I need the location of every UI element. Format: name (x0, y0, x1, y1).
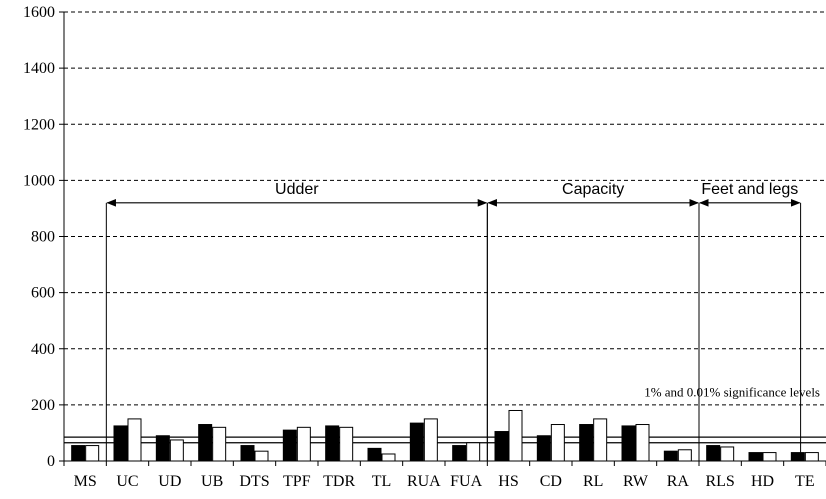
y-tick-label: 600 (31, 285, 55, 302)
x-tick-label: TPF (283, 473, 311, 490)
bar-rls-series-2 (720, 446, 735, 462)
bar-tdr-series-2 (339, 426, 354, 462)
x-tick-label: MS (74, 473, 97, 490)
group-label: Feet and legs (701, 181, 798, 198)
bar-cd-series-2 (550, 424, 565, 462)
bar-rw-series-2 (635, 424, 650, 462)
bar-hd-series-1 (748, 452, 763, 462)
bar-te-series-2 (804, 452, 819, 462)
bar-hd-series-2 (762, 452, 777, 462)
x-tick-label: TL (372, 473, 392, 490)
y-axis: 0 200 400 600 800 1000 1200 1400 1600 (23, 4, 65, 470)
bar-fua-series-1 (452, 445, 467, 462)
bar-uc-series-1 (113, 425, 128, 462)
bar-ud-series-1 (155, 435, 170, 462)
x-tick-label: HD (751, 473, 774, 490)
y-tick-label: 800 (31, 229, 55, 246)
x-axis: MS UC UD UB DTS TPF TDR TL RUA FUA HS CD RL RW RA RLS HD… (63, 460, 826, 490)
bar-rl-series-1 (579, 424, 594, 462)
x-tick-label: RL (583, 473, 603, 490)
bar-rl-series-2 (593, 418, 608, 462)
bar-hs-series-2 (508, 409, 523, 462)
bar-ub-series-1 (198, 424, 213, 462)
group-brackets: Udder Capacity Feet and legs (105, 181, 802, 461)
bars (71, 409, 819, 462)
bar-rw-series-1 (621, 425, 636, 462)
x-tick-label: FUA (450, 473, 482, 490)
bar-hs-series-1 (494, 431, 509, 462)
bar-tpf-series-2 (296, 426, 311, 462)
significance-label: 1% and 0.01% significance levels (644, 384, 820, 399)
bar-ms-series-1 (71, 445, 86, 462)
bar-fua-series-2 (466, 442, 481, 462)
bar-tl-series-2 (381, 453, 396, 462)
x-tick-label: RLS (705, 473, 734, 490)
y-tick-label: 1400 (23, 60, 55, 77)
gridlines (64, 11, 826, 406)
y-tick-label: 0 (47, 453, 55, 470)
bar-rua-series-1 (409, 422, 424, 462)
bar-ub-series-2 (212, 426, 227, 462)
x-tick-label: TE (795, 473, 815, 490)
y-tick-label: 1600 (23, 4, 55, 21)
bar-ud-series-2 (169, 439, 184, 462)
y-tick-label: 1200 (23, 116, 55, 133)
y-tick-label: 200 (31, 397, 55, 414)
bar-uc-series-2 (127, 418, 142, 462)
x-tick-label: UD (158, 473, 181, 490)
group-label: Udder (275, 181, 319, 198)
bar-te-series-1 (790, 452, 805, 462)
x-tick-label: HS (498, 473, 518, 490)
bar-ra-series-2 (677, 449, 692, 462)
x-tick-label: RA (667, 473, 690, 490)
y-tick-label: 1000 (23, 172, 55, 189)
group-label: Capacity (562, 181, 624, 198)
x-tick-label: RUA (407, 473, 441, 490)
bar-cd-series-1 (536, 435, 551, 462)
bar-tl-series-1 (367, 447, 382, 462)
bar-rua-series-2 (423, 418, 438, 462)
bar-tpf-series-1 (282, 429, 297, 462)
x-tick-label: UB (201, 473, 223, 490)
y-tick-label: 400 (31, 341, 55, 358)
bar-ms-series-2 (85, 445, 100, 462)
bar-dts-series-1 (240, 445, 255, 462)
x-tick-label: RW (623, 473, 649, 490)
bar-tdr-series-1 (325, 425, 340, 462)
bar-ra-series-1 (663, 450, 678, 462)
bar-dts-series-2 (254, 450, 269, 462)
x-tick-label: UC (116, 473, 138, 490)
x-tick-label: DTS (239, 473, 269, 490)
bar-rls-series-1 (706, 445, 721, 462)
x-tick-label: CD (540, 473, 562, 490)
x-tick-label: TDR (323, 473, 355, 490)
